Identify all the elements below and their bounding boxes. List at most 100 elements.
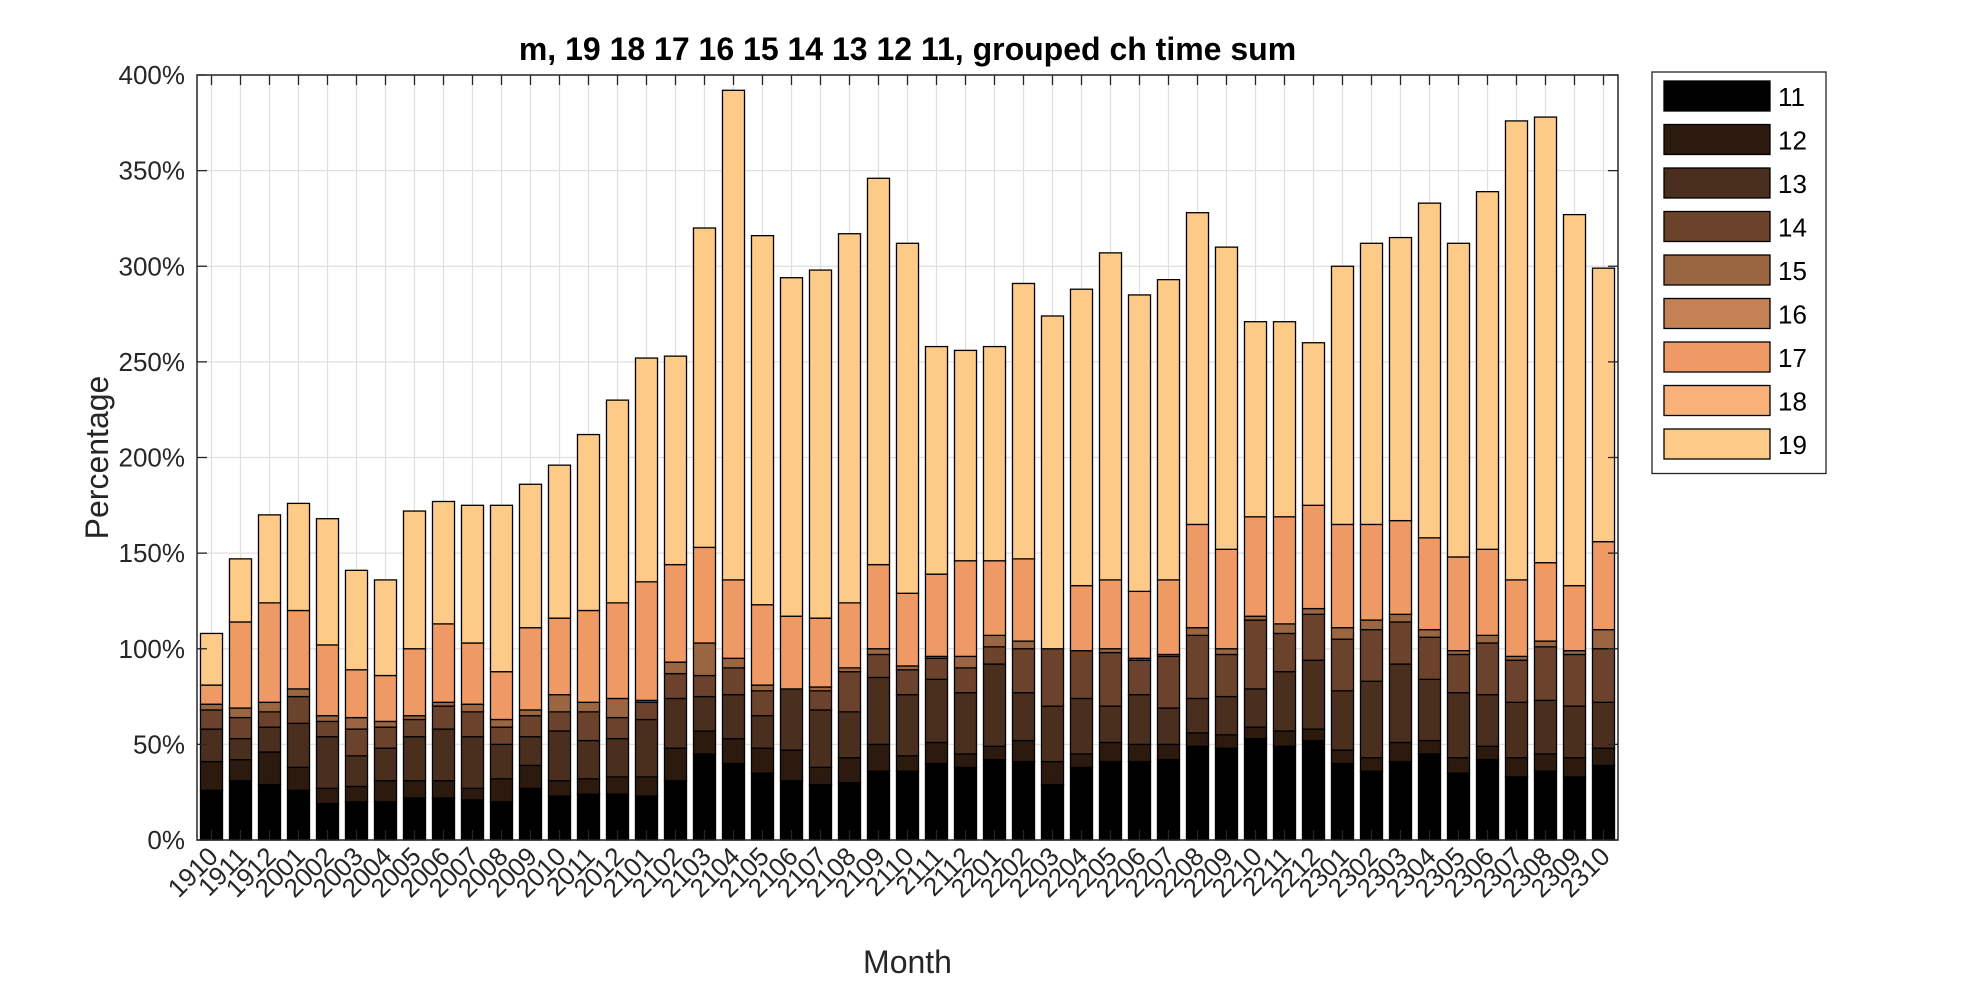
bar-segment-12-2309 [1562, 757, 1587, 778]
bar-segment-14-2202 [1011, 648, 1036, 694]
bar-segment-15-2112 [953, 655, 978, 669]
bar-segment-13-2103 [692, 695, 717, 732]
bar-segment-14-2102 [663, 672, 688, 700]
bar-segment-17-2005 [402, 648, 427, 717]
bar-segment-11-2310 [1591, 764, 1616, 841]
bar-segment-17-2303 [1388, 519, 1413, 615]
bar-segment-12-2204 [1069, 753, 1094, 768]
chart-title: m, 19 18 17 16 15 14 13 12 11, grouped c… [519, 31, 1296, 67]
bar-segment-12-2011 [576, 778, 601, 795]
bar-segment-17-1911 [228, 621, 253, 709]
bar-segment-11-2207 [1156, 759, 1181, 841]
bar-segment-13-2010 [547, 730, 572, 782]
bar-segment-19-1912 [257, 514, 282, 604]
bar-segment-17-2201 [982, 560, 1007, 637]
bar-segment-12-2212 [1301, 728, 1326, 742]
bar-segment-19-2201 [982, 345, 1007, 562]
bar-segment-14-2011 [576, 711, 601, 742]
y-tick-label: 0% [147, 825, 185, 855]
bar-segment-17-2204 [1069, 584, 1094, 652]
bar-segment-19-2107 [808, 269, 833, 619]
bar-segment-15-2011 [576, 701, 601, 713]
bar-segment-15-1912 [257, 701, 282, 713]
legend-label-14: 14 [1778, 213, 1807, 243]
bar-segment-17-2307 [1504, 579, 1529, 658]
bar-segment-15-1911 [228, 707, 253, 719]
bar-segment-11-2208 [1185, 745, 1210, 841]
bar-segment-12-2001 [286, 766, 311, 791]
bar-segment-12-2009 [518, 764, 543, 790]
legend-label-13: 13 [1778, 169, 1807, 199]
bar-segment-14-2003 [344, 728, 369, 757]
bar-segment-17-2208 [1185, 523, 1210, 629]
bar-segment-13-2006 [431, 728, 456, 782]
bar-segment-13-2002 [315, 736, 340, 790]
bar-segment-19-2003 [344, 569, 369, 671]
legend-swatch-14 [1663, 210, 1771, 243]
bar-segment-14-2306 [1475, 642, 1500, 696]
bar-segment-14-2302 [1359, 628, 1384, 682]
bar-segment-17-2006 [431, 623, 456, 703]
bar-segment-15-2302 [1359, 619, 1384, 631]
bar-segment-14-2209 [1214, 653, 1239, 698]
bar-segment-17-2209 [1214, 548, 1239, 650]
bar-segment-19-2302 [1359, 242, 1384, 526]
bar-segment-14-2305 [1446, 653, 1471, 694]
bar-segment-15-2004 [373, 720, 398, 728]
bar-segment-17-2202 [1011, 558, 1036, 642]
bar-segment-17-2107 [808, 617, 833, 688]
bar-segment-13-2009 [518, 736, 543, 767]
bar-segment-11-2112 [953, 766, 978, 841]
bar-segment-13-2212 [1301, 659, 1326, 730]
bar-segment-19-2307 [1504, 120, 1529, 581]
bar-segment-19-2110 [895, 242, 920, 594]
bar-segment-19-2305 [1446, 242, 1471, 558]
bar-segment-12-2102 [663, 747, 688, 782]
bar-segment-14-2002 [315, 720, 340, 738]
bar-segment-19-2103 [692, 227, 717, 549]
bar-segment-17-2105 [750, 604, 775, 686]
bar-segment-12-2205 [1098, 741, 1123, 763]
y-tick-label: 200% [119, 443, 186, 473]
bar-segment-13-2101 [634, 718, 659, 778]
bar-segment-14-2310 [1591, 648, 1616, 703]
bar-segment-15-2109 [866, 648, 891, 656]
bar-segment-15-2209 [1214, 648, 1239, 656]
bar-segment-17-2210 [1243, 516, 1268, 617]
bar-segment-19-2204 [1069, 288, 1094, 587]
bar-segment-14-2001 [286, 695, 311, 724]
bar-segment-12-2208 [1185, 732, 1210, 747]
bar-segment-17-2009 [518, 627, 543, 711]
bar-segment-13-2206 [1127, 694, 1152, 746]
bar-segment-12-2206 [1127, 743, 1152, 763]
bar-segment-17-2104 [721, 579, 746, 659]
bar-segment-12-2301 [1330, 749, 1355, 765]
bar-segment-17-2110 [895, 592, 920, 667]
bar-segment-11-2103 [692, 753, 717, 841]
bar-segment-19-2012 [605, 399, 630, 604]
bar-segment-15-2103 [692, 642, 717, 677]
legend-label-15: 15 [1778, 256, 1807, 286]
bar-segment-13-2210 [1243, 688, 1268, 728]
bar-segment-12-2012 [605, 776, 630, 795]
bar-segment-15-2105 [750, 684, 775, 692]
y-tick-labels: 0% 50% 100% 150% 200% 250% 300% 350% 400% [119, 60, 186, 855]
bar-segment-13-2112 [953, 692, 978, 755]
bar-segment-13-2305 [1446, 692, 1471, 759]
bar-segment-13-2304 [1417, 678, 1442, 742]
bar-segment-15-2003 [344, 716, 369, 730]
bar-segment-13-2309 [1562, 705, 1587, 759]
bar-segment-11-2110 [895, 770, 920, 841]
legend-label-11: 11 [1778, 82, 1805, 112]
bar-segment-19-2010 [547, 464, 572, 619]
bar-segment-11-2201 [982, 759, 1007, 841]
bar-segment-19-2208 [1185, 212, 1210, 526]
bar-segment-12-2003 [344, 785, 369, 803]
bar-segment-15-2308 [1533, 640, 1558, 648]
bar-segment-13-2012 [605, 737, 630, 778]
bar-segment-15-2104 [721, 657, 746, 669]
bar-segment-19-2308 [1533, 116, 1558, 564]
bar-segment-14-2112 [953, 667, 978, 694]
bar-segment-14-1910 [199, 709, 224, 730]
bar-segment-17-2007 [460, 642, 485, 705]
